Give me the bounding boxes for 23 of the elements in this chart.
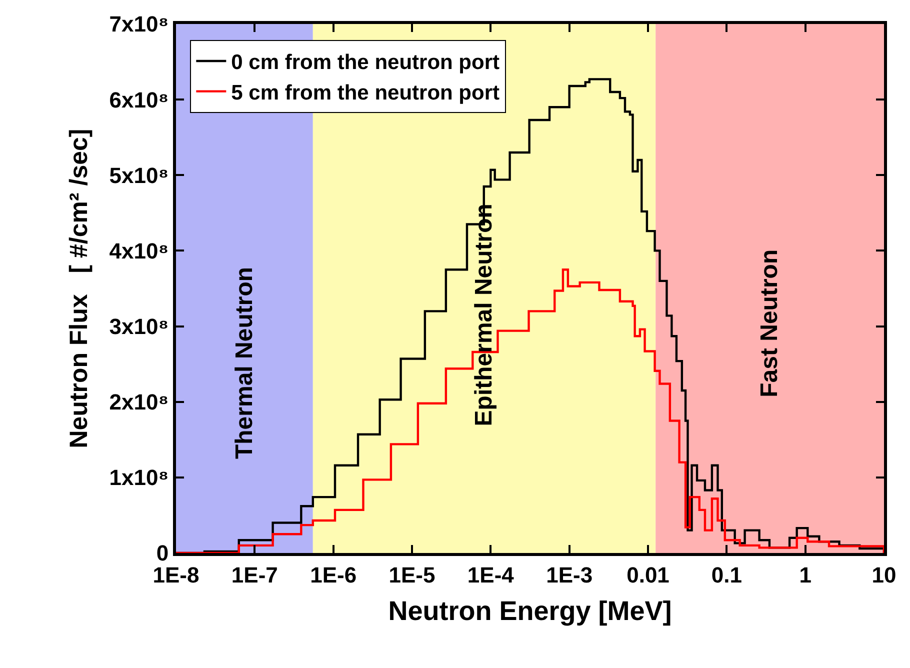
band-label: Fast Neutron [756,249,784,398]
y-axis-title: Neutron Flux [ #/cm² /sec] [65,128,94,448]
y-tick-label: 6x10⁸ [109,87,169,112]
x-tick-label: 10 [872,562,896,588]
x-tick-label: 1E-3 [546,562,593,588]
x-tick-label: 1E-4 [467,562,515,588]
y-tick-label: 1x10⁸ [109,465,169,490]
y-tick-label: 7x10⁸ [109,12,169,37]
y-tick-label: 4x10⁸ [109,238,169,264]
x-tick-label: 1E-6 [310,562,357,588]
band-label: Thermal Neutron [230,266,258,460]
x-tick-label: 0.1 [711,562,742,588]
y-tick-label: 2x10⁸ [109,390,169,415]
legend-label: 0 cm from the neutron port [231,51,500,74]
x-tick-label: 1E-5 [388,562,436,588]
x-tick-label: 1 [799,562,812,588]
x-tick-label: 0.01 [626,562,670,588]
y-tick-label: 5x10⁸ [109,162,169,188]
x-tick-label: 1E-7 [231,562,278,588]
x-axis-title: Neutron Energy [MeV] [388,596,672,626]
band-label: Epithermal Neutron [470,204,498,426]
y-tick-label: 3x10⁸ [109,314,169,339]
legend-label: 5 cm from the neutron port [231,82,500,105]
